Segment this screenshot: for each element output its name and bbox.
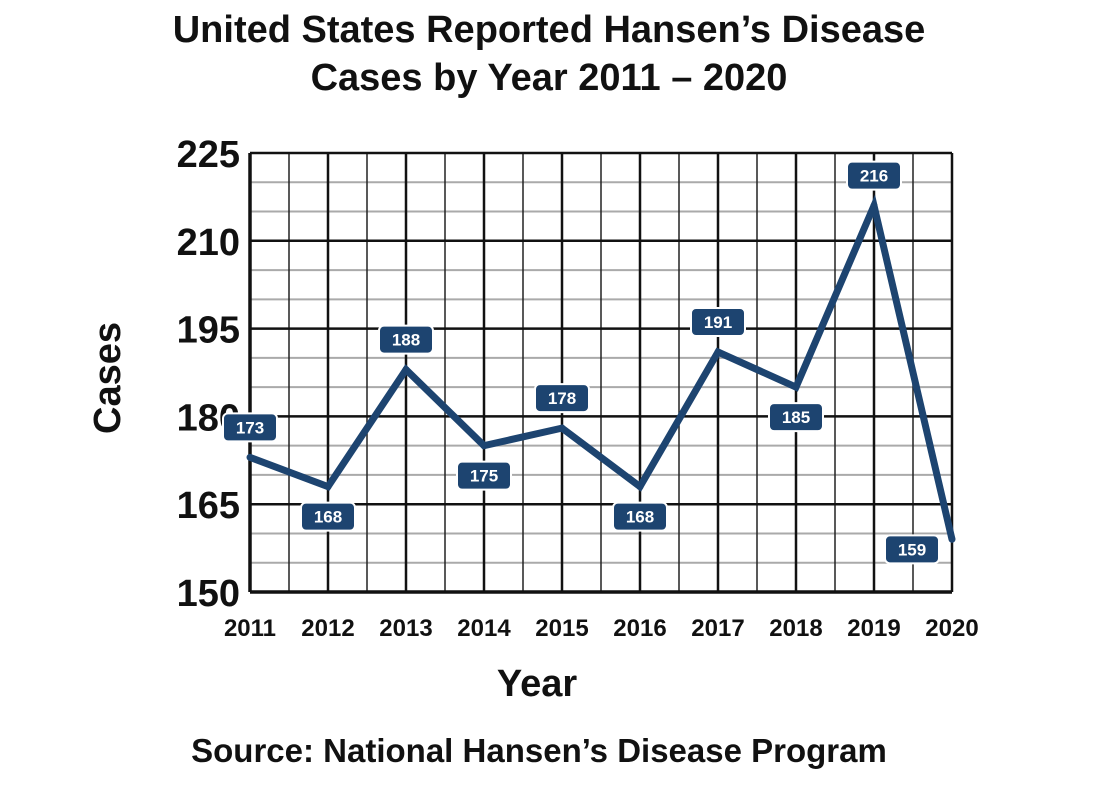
data-label-box xyxy=(884,534,940,565)
chart-source: Source: National Hansen’s Disease Progra… xyxy=(191,732,887,769)
x-tick-label: 2019 xyxy=(847,615,900,642)
y-tick-label: 150 xyxy=(177,573,240,615)
data-label: 191 xyxy=(704,313,732,332)
data-label: 178 xyxy=(548,389,576,408)
data-label: 175 xyxy=(470,467,498,486)
series-line-cases xyxy=(248,194,956,541)
data-label-box xyxy=(768,402,824,433)
data-point xyxy=(948,535,956,543)
x-tick-label: 2015 xyxy=(535,615,588,642)
data-point xyxy=(324,483,332,491)
x-tick-label: 2018 xyxy=(769,615,822,642)
x-tick-label: 2011 xyxy=(224,615,276,642)
data-label-box xyxy=(846,160,902,191)
x-tick-label: 2013 xyxy=(379,615,432,642)
data-point xyxy=(558,424,566,432)
data-point xyxy=(870,202,878,210)
x-tick-label: 2020 xyxy=(925,615,978,642)
data-label-box xyxy=(612,501,668,532)
chart-title-line-1: United States Reported Hansen’s Disease xyxy=(172,9,926,51)
y-tick-label: 225 xyxy=(177,134,240,176)
data-point xyxy=(714,348,722,356)
data-label-box xyxy=(300,501,356,532)
data-label-box xyxy=(456,460,512,491)
data-label: 173 xyxy=(236,418,264,437)
data-label-box xyxy=(378,324,434,355)
data-point xyxy=(480,442,488,450)
data-label-box xyxy=(222,412,278,443)
chart-title-line-2: Cases by Year 2011 – 2020 xyxy=(310,57,788,99)
x-axis-title: Year xyxy=(497,663,578,705)
data-label: 185 xyxy=(782,408,810,427)
y-tick-label: 195 xyxy=(177,310,240,352)
data-point xyxy=(792,383,800,391)
data-point xyxy=(402,366,410,374)
data-point xyxy=(246,453,254,461)
y-tick-label: 210 xyxy=(177,222,240,264)
data-label: 168 xyxy=(626,508,654,527)
x-tick-label: 2012 xyxy=(301,615,354,642)
data-label-box xyxy=(690,307,746,338)
data-label: 168 xyxy=(314,508,342,527)
data-label: 159 xyxy=(898,540,926,559)
x-tick-label: 2014 xyxy=(457,615,511,642)
y-axis-title: Cases xyxy=(87,322,129,434)
data-label: 216 xyxy=(860,167,888,186)
x-tick-label: 2017 xyxy=(691,615,744,642)
data-point xyxy=(636,483,644,491)
x-tick-label: 2016 xyxy=(613,615,666,642)
data-label: 188 xyxy=(392,331,420,350)
data-label-box xyxy=(534,383,590,414)
y-tick-label: 165 xyxy=(177,485,240,527)
